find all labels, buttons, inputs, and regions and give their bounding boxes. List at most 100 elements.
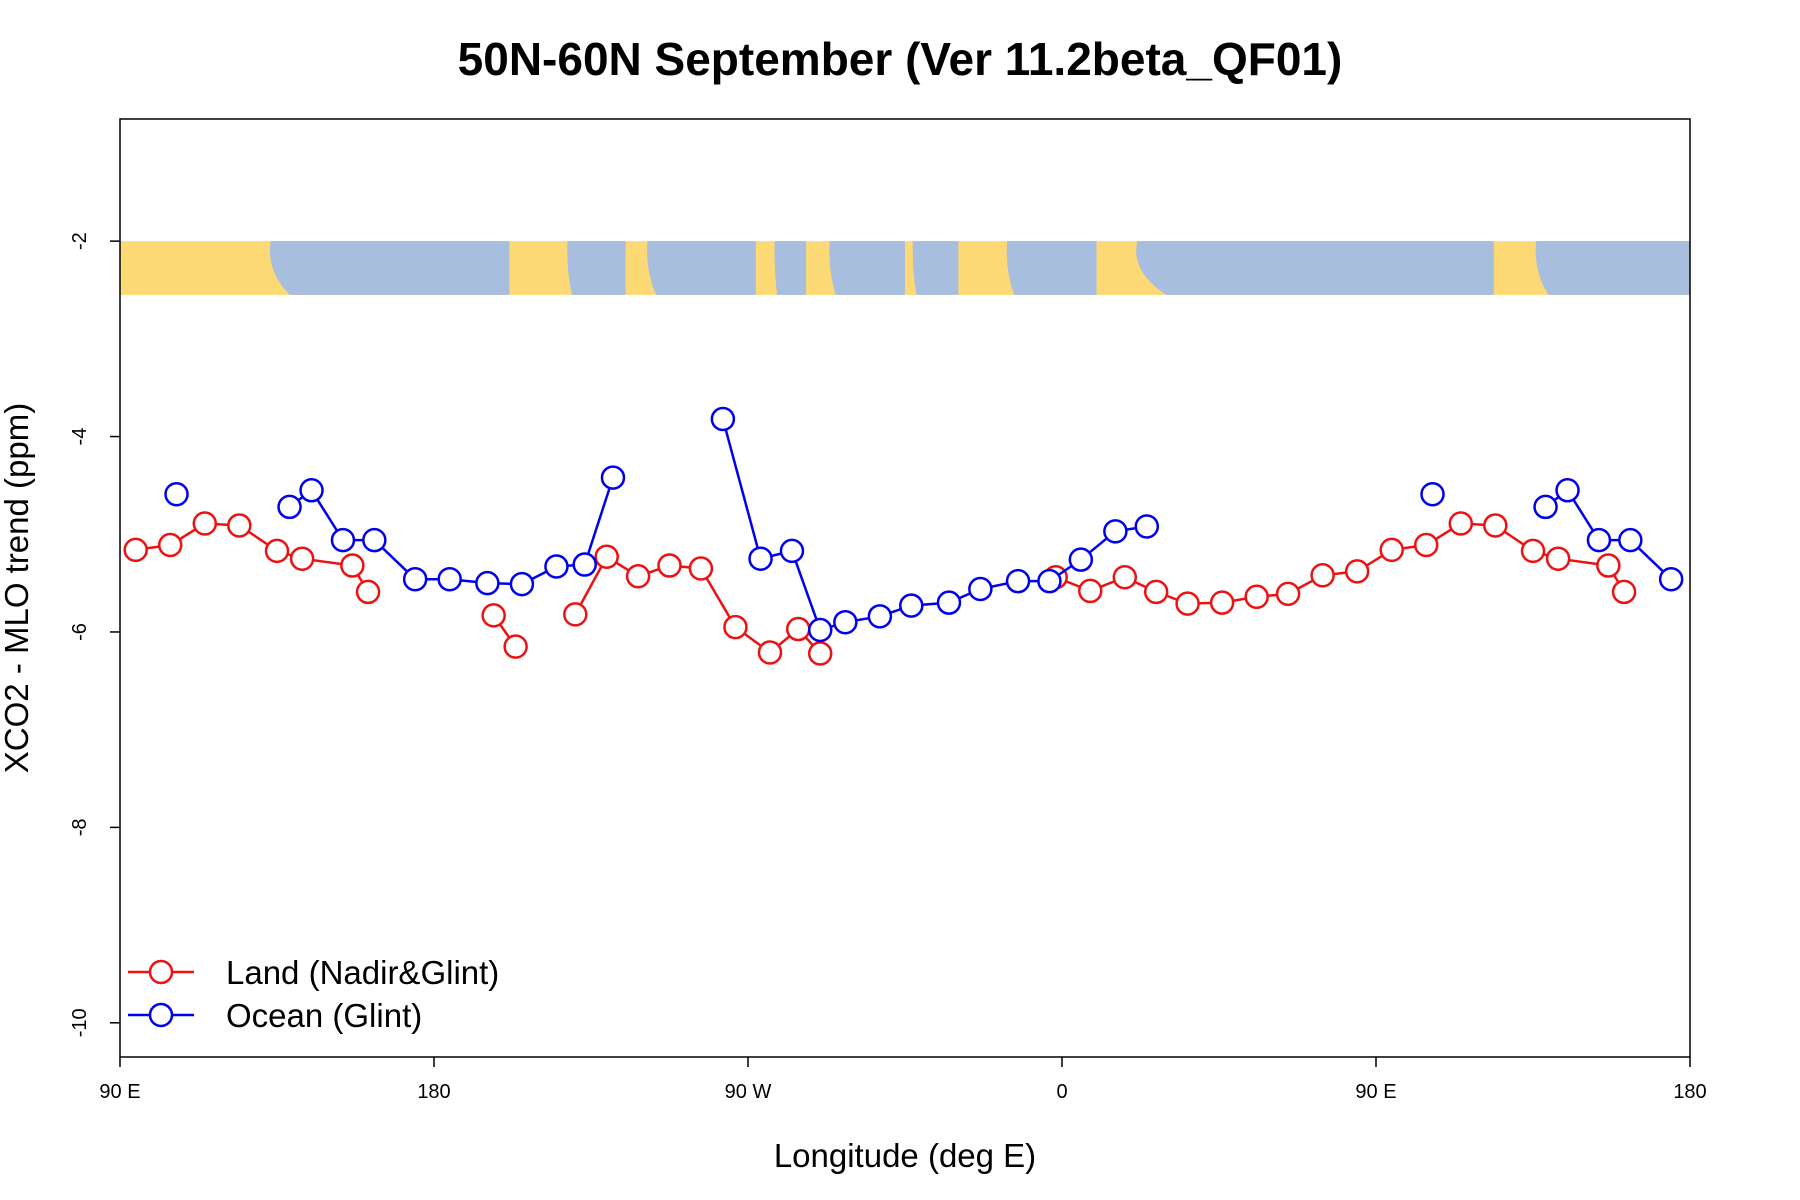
data-point [1112,565,1138,590]
data-point [362,527,387,553]
data-point [1533,494,1558,520]
map-band-ocean [269,241,510,295]
data-point [625,564,651,589]
data-point [1483,513,1508,538]
map-band-ocean [1136,241,1494,295]
data-point [157,532,183,558]
x-tick-label: 90 E [1355,1081,1396,1103]
data-point [688,556,714,581]
map-band-ocean [912,241,959,295]
data-point [710,406,736,432]
data-point [1555,478,1580,503]
x-axis: 90 E 180 90 W 0 90 E 180 [99,1057,1707,1103]
data-point [1379,537,1404,563]
data-point [833,609,858,635]
data-point [867,604,893,629]
y-axis-label: XCO2 - MLO trend (ppm) [0,403,35,773]
map-band-ocean [1006,241,1097,295]
data-point [748,546,773,571]
data-point [1175,591,1200,616]
data-point [1618,527,1643,553]
series-1 [164,406,1684,643]
x-tick-label: 0 [1056,1081,1067,1103]
series-0 [123,511,1637,666]
data-point [1596,553,1621,578]
plot-frame [119,118,1691,1058]
data-point [757,640,783,665]
data-point [1520,538,1546,564]
data-point [264,538,290,564]
legend-marker-ocean [148,1002,174,1028]
y-axis: -2 -4 -6 -8 -10 [69,232,120,1037]
data-point [1344,559,1370,584]
data-point [1068,547,1094,572]
data-point [544,554,569,579]
data-point [402,566,428,592]
data-point [572,552,597,577]
data-point [1586,527,1612,553]
legend-entry-ocean: Ocean (Glint) [128,997,422,1034]
data-point [785,616,811,642]
data-point [807,617,833,643]
legend-label-land: Land (Nadir&Glint) [226,954,499,991]
data-point [164,481,189,507]
data-point [779,538,805,564]
x-tick-label: 90 W [725,1081,772,1103]
legend-label-ocean: Ocean (Glint) [226,997,422,1034]
data-point [355,579,381,605]
data-point [1134,514,1160,539]
data-point [475,570,500,596]
data-point [1448,511,1474,536]
data-point [563,602,588,627]
data-point [1413,532,1439,558]
data-point [289,546,315,571]
y-tick-label: -8 [69,818,91,836]
data-point [330,527,356,553]
map-band-ocean [829,241,905,295]
data-point [657,553,682,578]
data-point [1005,568,1031,594]
x-tick-label: 90 E [99,1081,140,1103]
y-tick-label: -10 [69,1008,91,1037]
data-point [277,494,302,520]
data-point [192,511,218,536]
data-point [509,571,535,597]
data-point [723,614,748,640]
data-point [594,544,619,569]
legend-marker-land [148,959,174,985]
x-tick-label: 180 [1673,1081,1706,1103]
legend-entry-land: Land (Nadir&Glint) [128,954,499,991]
y-tick-label: -2 [69,232,91,250]
data-point [1275,581,1301,607]
data-point [1037,568,1062,594]
map-band-ocean [567,241,626,295]
chart-title: 50N-60N September (Ver 11.2beta_QF01) [458,33,1343,85]
data-point [299,478,324,503]
data-point [437,566,462,592]
data-point [227,513,252,538]
data-point [503,634,528,659]
map-band [120,241,1690,295]
legend: Land (Nadir&Glint) Ocean (Glint) [128,954,499,1034]
x-tick-label: 180 [417,1081,450,1103]
map-band-ocean [1535,241,1690,295]
data-point [968,576,993,602]
series-layer [123,406,1684,666]
data-point [340,553,365,578]
map-band-ocean [647,241,756,295]
data-point [1209,590,1235,615]
data-point [1611,579,1637,605]
data-point [899,593,924,618]
data-point [936,590,962,615]
data-point [1420,481,1445,507]
data-point [1310,563,1335,588]
data-point [600,465,626,490]
data-point [1143,579,1169,605]
data-point [481,603,506,628]
data-point [1545,546,1571,571]
data-point [1078,578,1103,604]
data-point [1244,584,1269,610]
data-point [1103,519,1128,544]
data-point [807,641,833,666]
